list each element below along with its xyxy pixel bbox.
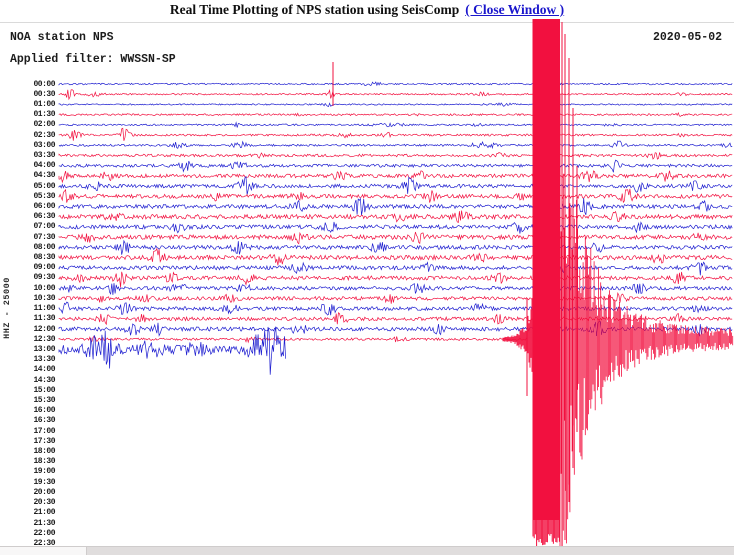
page-title: Real Time Plotting of NPS station using … xyxy=(169,2,460,17)
trace-12:00 xyxy=(58,320,733,337)
trace-01:30 xyxy=(58,111,733,117)
trace-02:30 xyxy=(58,127,733,141)
trace-00:00 xyxy=(58,81,733,87)
earthquake-band-tail xyxy=(532,520,560,547)
clipped-spikes xyxy=(332,22,578,547)
trace-01:00 xyxy=(58,102,733,107)
trace-11:30 xyxy=(58,312,733,326)
trace-13:00 xyxy=(58,326,286,375)
earthquake-onset xyxy=(502,299,533,372)
station-label: NOA station NPS xyxy=(10,31,114,44)
horizontal-scrollbar[interactable] xyxy=(0,546,734,555)
trace-12:30 xyxy=(58,335,528,344)
trace-07:30 xyxy=(58,231,733,245)
close-window-link[interactable]: ( Close Window ) xyxy=(465,2,565,17)
trace-09:30 xyxy=(58,271,733,288)
trace-08:30 xyxy=(58,247,733,266)
trace-05:30 xyxy=(58,188,733,204)
trace-04:00 xyxy=(58,159,733,173)
trace-10:30 xyxy=(58,291,733,304)
trace-03:30 xyxy=(58,151,733,160)
filter-label: Applied filter: WWSSN-SP xyxy=(10,53,176,66)
trace-06:00 xyxy=(58,197,733,216)
title-bar: Real Time Plotting of NPS station using … xyxy=(0,2,734,18)
trace-02:00 xyxy=(58,121,733,128)
channel-scale-label: HHZ - 25000 xyxy=(2,277,12,339)
trace-11:00 xyxy=(58,301,733,316)
date-label: 2020-05-02 xyxy=(652,31,722,44)
trace-08:00 xyxy=(58,239,733,255)
trace-04:30 xyxy=(58,170,733,184)
trace-10:00 xyxy=(58,282,733,295)
trace-07:00 xyxy=(58,221,733,234)
trace-05:00 xyxy=(58,175,733,195)
header-divider xyxy=(0,22,734,23)
trace-06:30 xyxy=(58,210,733,224)
trace-09:00 xyxy=(58,261,733,276)
earthquake-coda xyxy=(559,93,734,547)
scrollbar-thumb[interactable] xyxy=(0,547,87,555)
trace-00:30 xyxy=(58,89,733,101)
earthquake-saturated-band xyxy=(532,19,560,520)
trace-03:00 xyxy=(58,140,733,150)
